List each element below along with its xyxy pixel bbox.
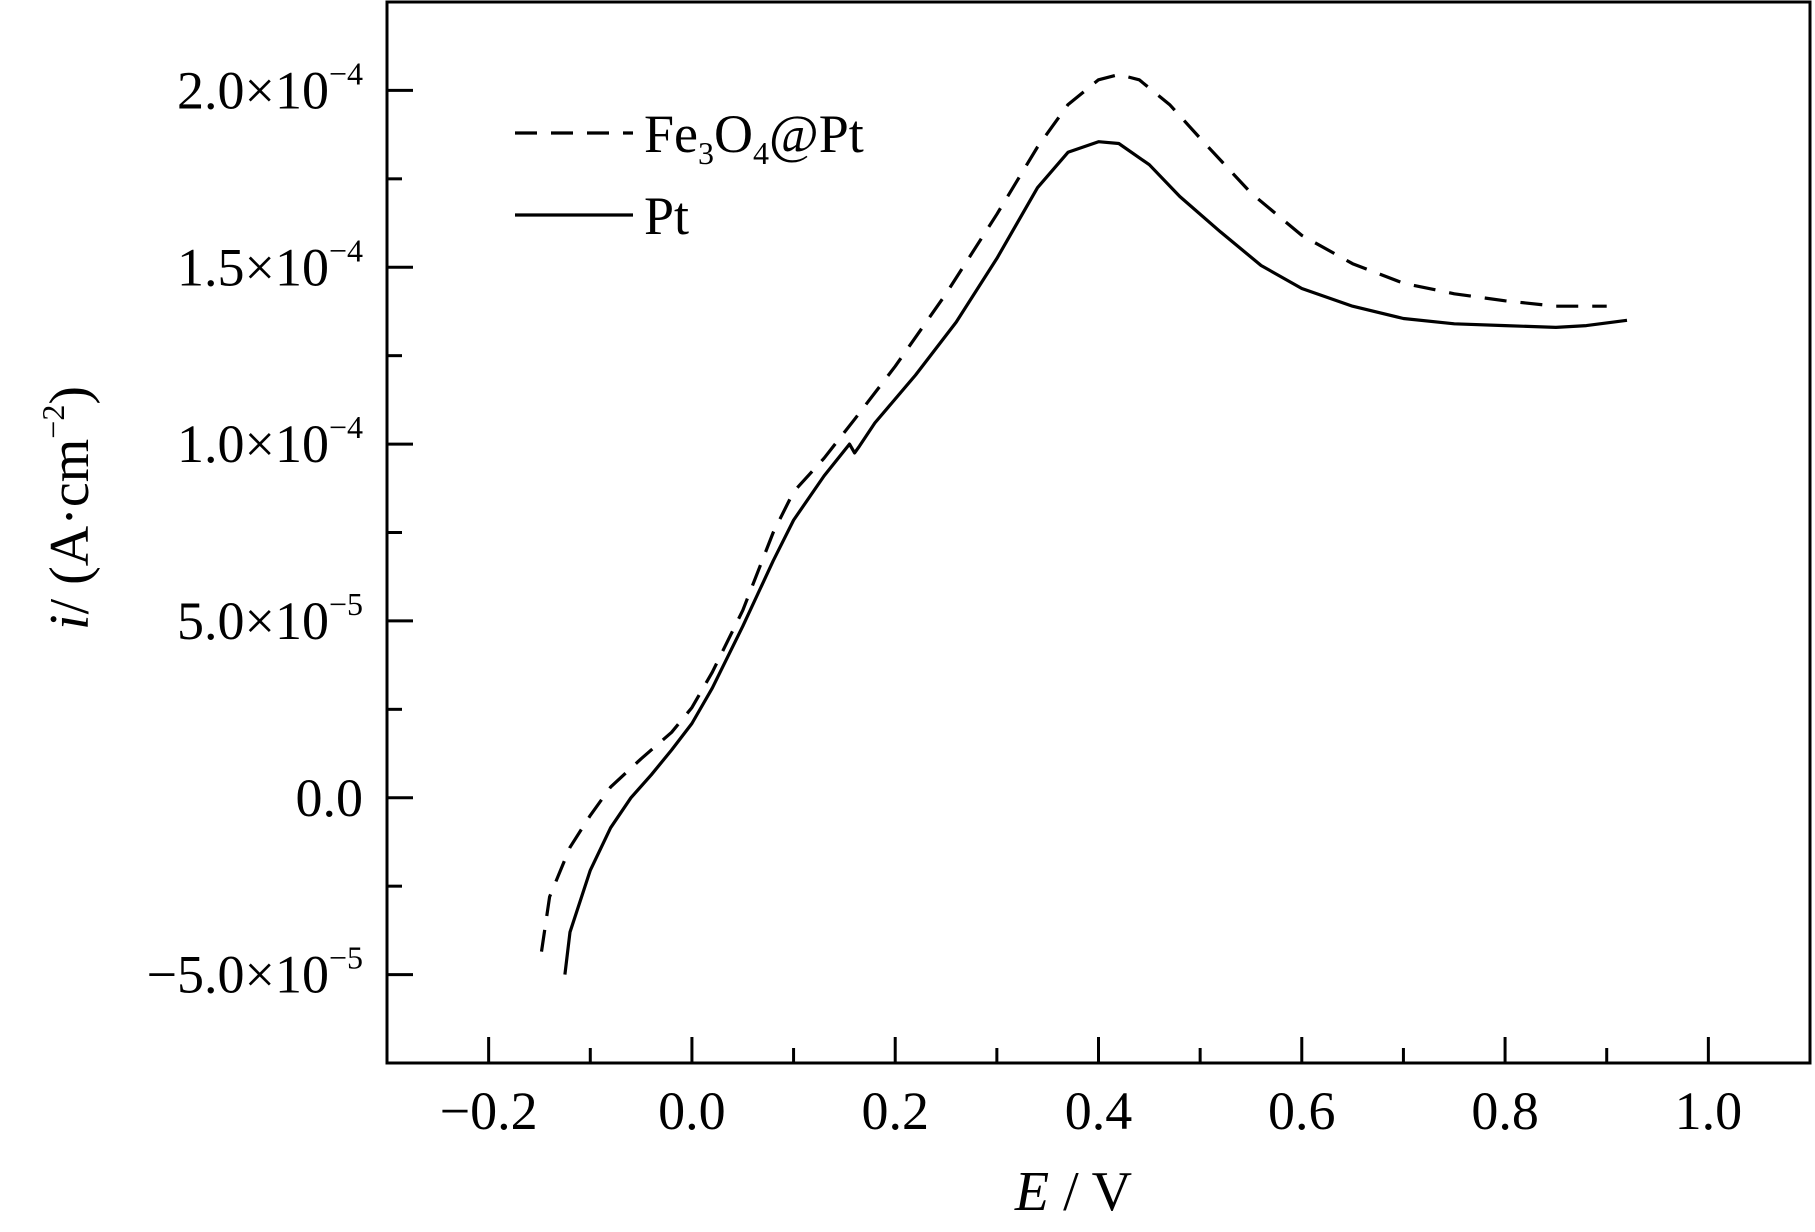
series-line-pt — [563, 140, 1628, 975]
y-tick-label: −5.0×10−5 — [147, 940, 363, 1005]
y-tick-label: 5.0×10−5 — [177, 586, 363, 651]
legend-label-pt: Pt — [644, 186, 689, 246]
y-tick-label: 1.5×10−4 — [177, 232, 363, 297]
y-tick-label: 0.0 — [296, 768, 364, 828]
x-tick-label: 1.0 — [1675, 1081, 1743, 1141]
x-tick-label: 0.2 — [861, 1081, 929, 1141]
series-line-fe3o4pt — [539, 72, 1607, 952]
x-tick-label: −0.2 — [440, 1081, 538, 1141]
x-axis-title: E / V — [1014, 1161, 1132, 1223]
axis-ticks — [387, 88, 1710, 1065]
x-tick-label: 0.4 — [1065, 1081, 1133, 1141]
y-axis-title: i/ (A·cm−2) — [35, 386, 101, 630]
y-tick-label: 2.0×10−4 — [177, 55, 363, 120]
x-tick-label: 0.0 — [658, 1081, 726, 1141]
legend: Fe3O4@Pt Pt — [515, 104, 864, 246]
x-tick-label: 0.6 — [1268, 1081, 1336, 1141]
tick-labels: −0.2 0.0 0.2 0.4 0.6 0.8 1.0 −5.0×10−5 0.0 5.0×10… — [147, 55, 1743, 1141]
y-tick-label: 1.0×10−4 — [177, 409, 363, 474]
plot-frame — [385, 0, 1812, 1065]
x-tick-label: 0.8 — [1471, 1081, 1539, 1141]
series-layer — [539, 72, 1628, 975]
legend-label-fe3o4pt: Fe3O4@Pt — [644, 104, 864, 171]
